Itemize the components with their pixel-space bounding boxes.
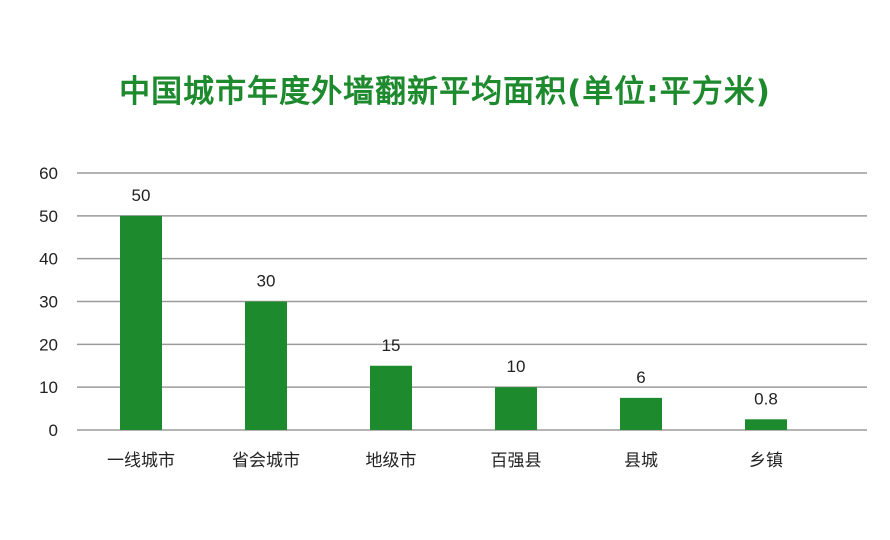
data-label-4: 10 [507, 357, 526, 376]
data-label-1: 50 [132, 186, 151, 205]
bar-3 [370, 365, 412, 430]
category-label-5: 县城 [624, 451, 658, 471]
y-tick-label-50: 50 [39, 207, 58, 226]
y-tick-label-30: 30 [39, 293, 58, 312]
category-label-3: 地级市 [366, 451, 417, 471]
bar-4 [495, 387, 537, 430]
category-label-2: 省会城市 [232, 451, 300, 471]
bar-5 [620, 397, 662, 430]
data-label-6: 0.8 [754, 389, 778, 408]
bar-2 [245, 301, 287, 430]
data-label-5: 6 [636, 368, 645, 387]
chart-title: 中国城市年度外墙翻新平均面积(单位:平方米) [119, 74, 771, 110]
bar-6 [745, 419, 787, 430]
y-tick-label-10: 10 [39, 378, 58, 397]
bar-1 [120, 215, 162, 430]
category-label-1: 一线城市 [107, 451, 175, 471]
y-tick-label-0: 0 [49, 421, 58, 440]
category-label-6: 乡镇 [749, 451, 783, 471]
data-label-3: 15 [382, 336, 401, 355]
y-tick-label-40: 40 [39, 250, 58, 269]
data-label-2: 30 [257, 272, 276, 291]
y-tick-label-60: 60 [39, 164, 58, 183]
y-tick-label-20: 20 [39, 335, 58, 354]
category-label-4: 百强县 [491, 451, 542, 471]
